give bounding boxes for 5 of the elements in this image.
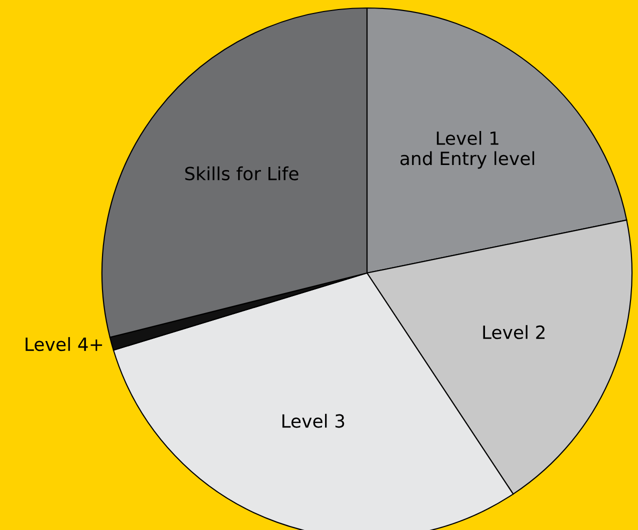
- slice-label: Level 1 and Entry level: [400, 131, 534, 169]
- slice-label: Level 4+: [26, 337, 102, 352]
- slice-label: Level 3: [282, 414, 344, 428]
- slice-label: Skills for Life: [185, 166, 298, 180]
- slice-label: Level 2: [483, 325, 545, 340]
